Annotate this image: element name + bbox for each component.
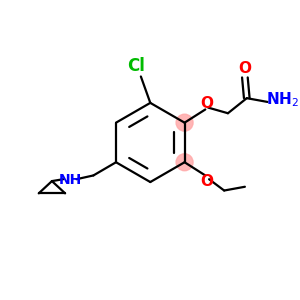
Circle shape [176, 114, 193, 131]
Circle shape [176, 154, 193, 171]
Text: O: O [200, 174, 213, 189]
Text: O: O [238, 61, 251, 76]
Text: NH$_2$: NH$_2$ [266, 91, 299, 110]
Text: Cl: Cl [127, 57, 145, 75]
Text: NH: NH [59, 173, 82, 187]
Text: O: O [200, 96, 213, 111]
